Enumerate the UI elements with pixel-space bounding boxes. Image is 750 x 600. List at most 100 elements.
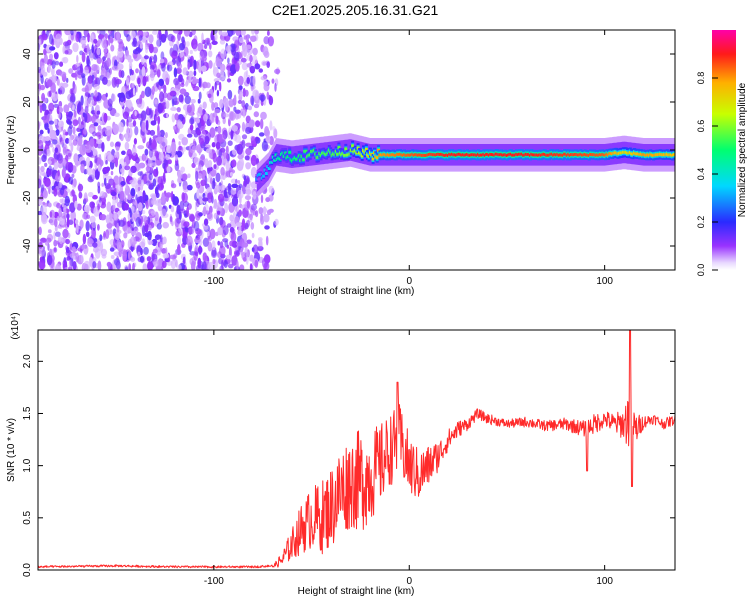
noise-blob [72,178,77,188]
noise-blob [64,30,72,36]
noise-blob [213,212,218,220]
noise-blob [162,172,166,183]
noise-blob [209,42,212,50]
noise-blob [245,249,249,259]
noise-blob [211,240,216,251]
noise-blob [96,57,103,64]
noise-blob [109,141,115,148]
noise-blob [167,159,172,165]
noise-blob [122,111,129,120]
noise-blob [41,34,48,41]
signal-cell [344,147,348,151]
noise-blob [44,162,48,167]
noise-blob [84,66,89,71]
noise-blob [261,207,268,213]
noise-blob [245,126,252,135]
noise-blob [62,228,69,239]
noise-blob [193,70,197,77]
noise-blob [186,104,192,113]
noise-blob [164,132,168,139]
noise-blob [225,145,229,156]
noise-blob [156,68,161,78]
noise-blob [61,168,66,178]
noise-blob [196,129,201,136]
noise-blob [87,115,93,122]
noise-blob [200,179,207,187]
noise-blob [148,43,154,54]
noise-blob [205,37,211,43]
noise-blob [89,138,95,147]
noise-blob [241,30,246,36]
noise-blob [58,100,63,108]
noise-blob [190,99,196,104]
noise-blob [148,184,154,190]
noise-blob [266,209,272,216]
noise-blob [117,121,124,133]
noise-blob [245,162,252,170]
noise-blob [71,246,76,253]
noise-blob [208,150,213,159]
noise-blob [219,63,226,72]
noise-blob [90,52,94,61]
signal-cell [360,154,364,158]
noise-blob [49,46,56,51]
noise-blob [244,155,250,161]
noise-blob [126,125,130,135]
noise-blob [158,78,164,87]
noise-blob [161,62,166,72]
noise-blob [233,94,237,104]
spectrogram-xlabel: Height of straight line (km) [298,286,415,297]
noise-blob [159,91,165,102]
noise-blob [222,225,229,236]
colorbar-tick-label: 0.4 [696,168,706,181]
noise-blob [64,195,70,207]
noise-blob [223,113,230,118]
noise-blob [198,137,204,145]
noise-blob [159,234,163,245]
noise-blob [239,36,244,43]
noise-blob [169,90,177,97]
noise-blob [58,207,62,219]
noise-blob [179,200,185,212]
noise-blob [150,120,157,126]
noise-blob [76,203,82,211]
noise-blob [97,241,104,252]
noise-blob [235,109,241,114]
noise-blob [70,30,74,36]
noise-blob [230,30,236,36]
noise-blob [92,194,98,200]
noise-blob [40,75,44,85]
noise-blob [264,225,270,230]
noise-blob [223,187,227,198]
noise-blob [38,157,42,165]
noise-blob [114,112,120,118]
noise-blob [83,260,91,270]
noise-blob [250,35,257,42]
noise-blob [97,260,102,270]
noise-blob [123,232,128,239]
noise-blob [166,113,169,119]
noise-blob [169,254,177,260]
noise-blob [243,71,248,82]
noise-blob [252,54,258,65]
noise-blob [122,217,127,226]
noise-blob [66,217,70,228]
noise-blob [225,160,230,172]
noise-blob [80,163,85,174]
noise-blob [237,100,243,104]
noise-blob [69,253,75,259]
noise-blob [64,50,69,55]
noise-blob [54,73,57,83]
noise-blob [56,106,60,115]
noise-blob [240,247,243,256]
noise-blob [195,182,201,189]
noise-blob [265,197,271,203]
noise-blob [66,213,70,220]
noise-blob [183,46,189,57]
noise-blob [167,33,174,42]
noise-blob [91,105,94,115]
noise-blob [273,128,278,139]
noise-blob [191,38,198,50]
noise-blob [213,102,219,109]
noise-blob [207,241,212,252]
